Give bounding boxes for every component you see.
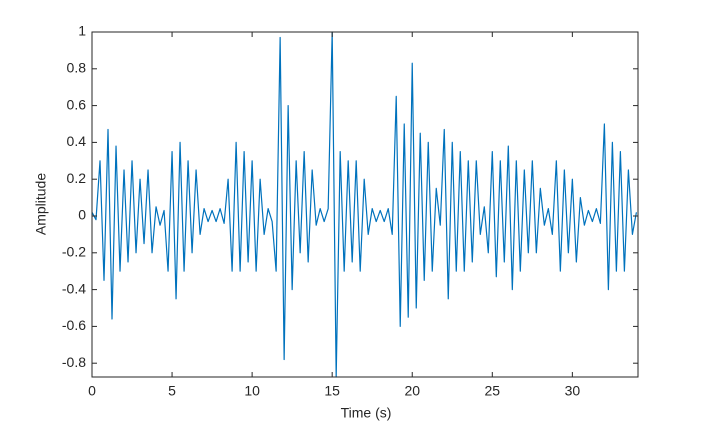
y-tick-label: 0 [78, 207, 86, 223]
y-tick-label: 1 [78, 23, 86, 39]
x-tick-label: 15 [324, 383, 340, 399]
y-tick-label: -0.8 [62, 354, 86, 370]
x-tick-label: 5 [168, 383, 176, 399]
x-tick-label: 0 [88, 383, 96, 399]
y-tick-label: 0.6 [67, 96, 87, 112]
x-tick-label: 25 [485, 383, 501, 399]
y-axis-label: Amplitude [33, 173, 49, 235]
y-tick-label: 0.2 [67, 170, 87, 186]
y-tick-label: 0.8 [67, 60, 87, 76]
x-tick-label: 20 [404, 383, 420, 399]
x-tick-label: 10 [244, 383, 260, 399]
plot-frame [91, 31, 639, 378]
signal-line [91, 31, 637, 378]
x-tick-label: 30 [565, 383, 581, 399]
y-tick-label: 0.4 [67, 133, 87, 149]
y-tick-label: -0.4 [62, 280, 86, 296]
y-tick-label: -0.2 [62, 244, 86, 260]
x-axis-label: Time (s) [341, 405, 392, 421]
y-tick-label: -0.6 [62, 317, 86, 333]
